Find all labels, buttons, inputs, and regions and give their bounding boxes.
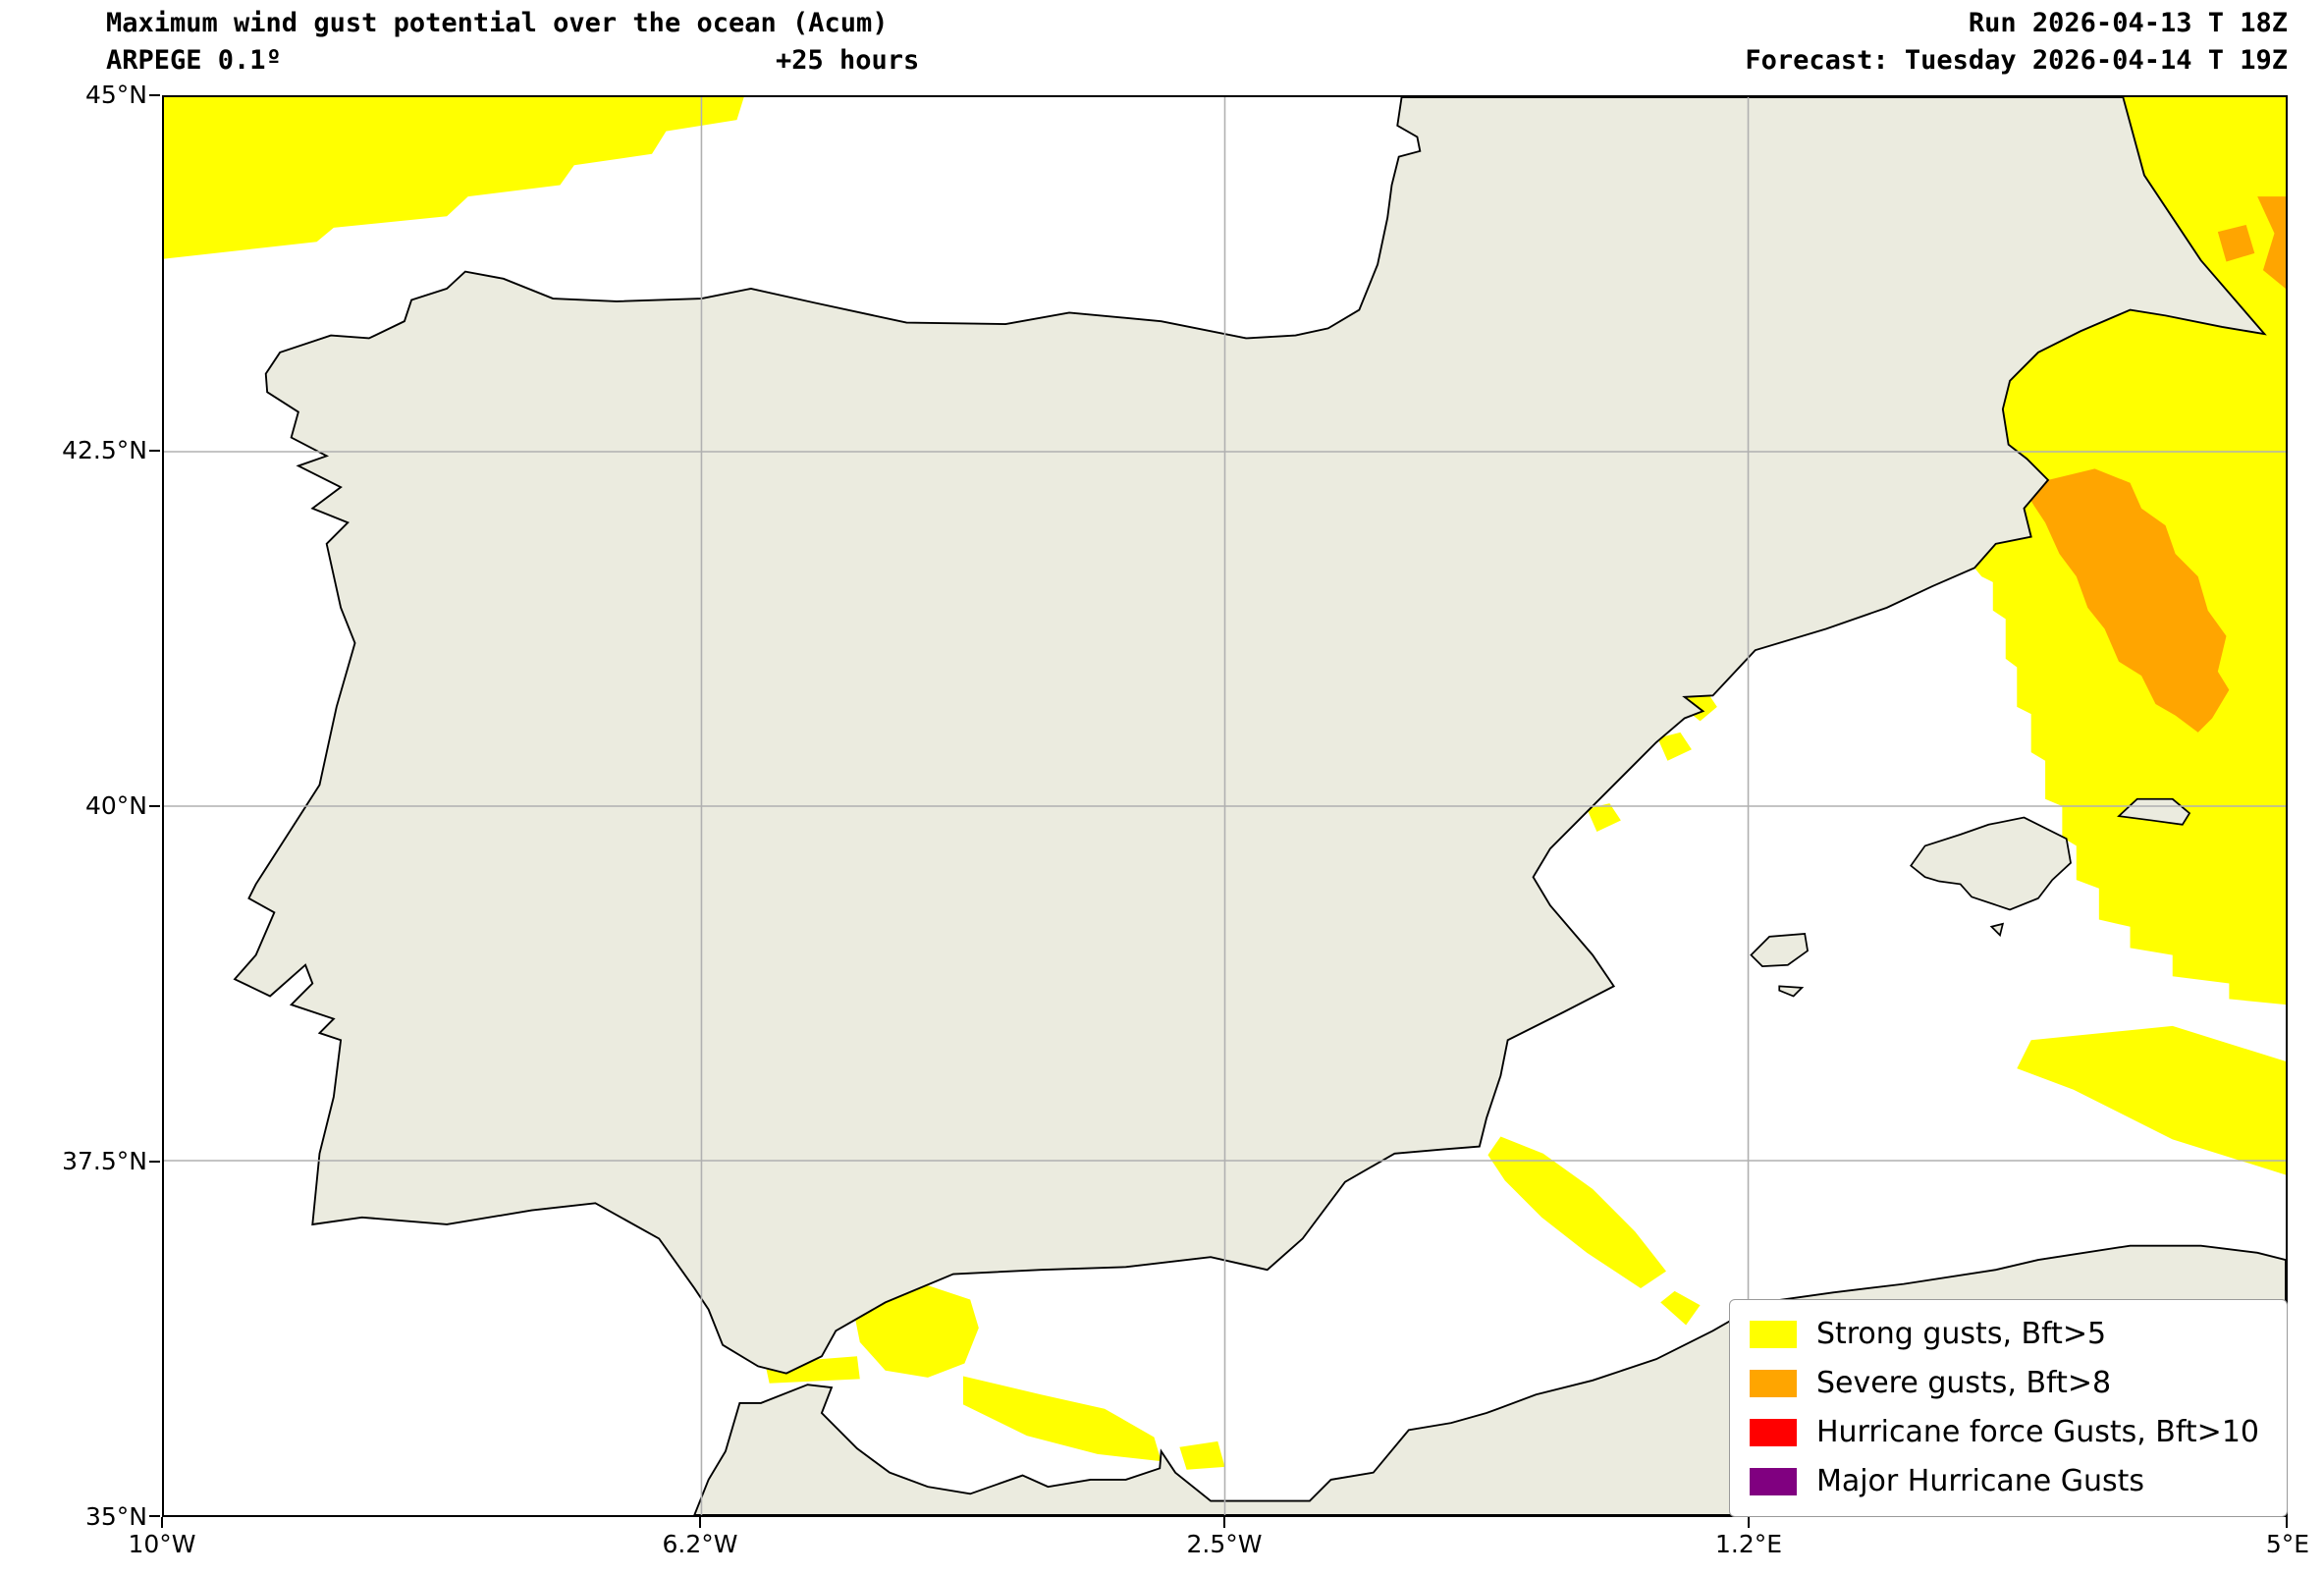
legend-swatch-severe	[1749, 1370, 1797, 1397]
legend-swatch-major-hurricane	[1749, 1468, 1797, 1495]
gust-strong-southeast-balearic-tongue	[2017, 1025, 2286, 1175]
map-title: Maximum wind gust potential over the oce…	[106, 8, 889, 38]
legend-row-major-hurricane: Major Hurricane Gusts	[1749, 1464, 2259, 1498]
legend-row-strong: Strong gusts, Bft>5	[1749, 1317, 2259, 1351]
island-formentera	[1778, 985, 1805, 998]
gust-strong-southeast-spain-bit	[1660, 1290, 1701, 1326]
legend-swatch-hurricane	[1749, 1419, 1797, 1446]
y-tick-mark	[149, 94, 160, 96]
y-tick-label-1: 42.5°N	[62, 436, 147, 464]
gust-strong-bay-of-biscay	[164, 97, 744, 259]
run-label: Run 2026-04-13 T 18Z	[1968, 8, 2288, 38]
legend-row-severe: Severe gusts, Bft>8	[1749, 1366, 2259, 1400]
gust-strong-alboran-east-bit	[1179, 1440, 1225, 1470]
gust-strong-southeast-spain-band	[1487, 1136, 1666, 1288]
y-tick-mark	[149, 1515, 160, 1517]
landmass-iberia-france	[233, 97, 2267, 1375]
x-tick-label-1: 6.2°W	[662, 1530, 738, 1558]
lead-time-label: +25 hours	[776, 45, 920, 76]
x-tick-mark	[1748, 1517, 1750, 1528]
y-tick-mark	[149, 450, 160, 452]
x-tick-label-2: 2.5°W	[1186, 1530, 1263, 1558]
x-tick-label-3: 1.2°E	[1714, 1530, 1783, 1558]
y-tick-mark	[149, 1161, 160, 1163]
y-tick-label-3: 37.5°N	[62, 1147, 147, 1175]
legend-swatch-strong	[1749, 1321, 1797, 1348]
island-cabrera	[1989, 922, 2005, 938]
y-tick-label-4: 35°N	[84, 1502, 147, 1531]
y-tick-label-0: 45°N	[84, 81, 147, 109]
y-tick-label-2: 40°N	[84, 791, 147, 820]
gust-severe-right-edge-sliver	[2257, 196, 2286, 289]
gust-strong-ebro-coast-2	[1657, 732, 1692, 761]
x-tick-label-4: 5°E	[2265, 1530, 2310, 1558]
x-tick-mark	[699, 1517, 701, 1528]
gust-strong-alboran-blob	[854, 1285, 979, 1378]
x-tick-mark	[1223, 1517, 1225, 1528]
y-tick-mark	[149, 805, 160, 807]
forecast-label: Forecast: Tuesday 2026-04-14 T 19Z	[1745, 45, 2288, 76]
legend-label-hurricane: Hurricane force Gusts, Bft>10	[1815, 1415, 2259, 1449]
x-tick-mark	[161, 1517, 163, 1528]
legend-label-major-hurricane: Major Hurricane Gusts	[1815, 1464, 2144, 1498]
x-tick-label-0: 10°W	[128, 1530, 196, 1558]
legend-box: Strong gusts, Bft>5 Severe gusts, Bft>8 …	[1728, 1299, 2288, 1517]
gust-severe-rhone-small-patch	[2217, 224, 2255, 262]
x-tick-mark	[2286, 1517, 2288, 1528]
legend-label-severe: Severe gusts, Bft>8	[1815, 1366, 2112, 1400]
legend-row-hurricane: Hurricane force Gusts, Bft>10	[1749, 1415, 2259, 1449]
island-mallorca	[1910, 816, 2072, 911]
gust-strong-castellon-coast	[1587, 803, 1621, 832]
gust-severe-catalan-sea-blob	[2002, 444, 2230, 733]
legend-label-strong: Strong gusts, Bft>5	[1815, 1317, 2107, 1351]
model-label: ARPEGE 0.1º	[106, 45, 282, 76]
island-ibiza	[1750, 933, 1809, 968]
gust-strong-alboran-coast-band	[962, 1376, 1162, 1462]
